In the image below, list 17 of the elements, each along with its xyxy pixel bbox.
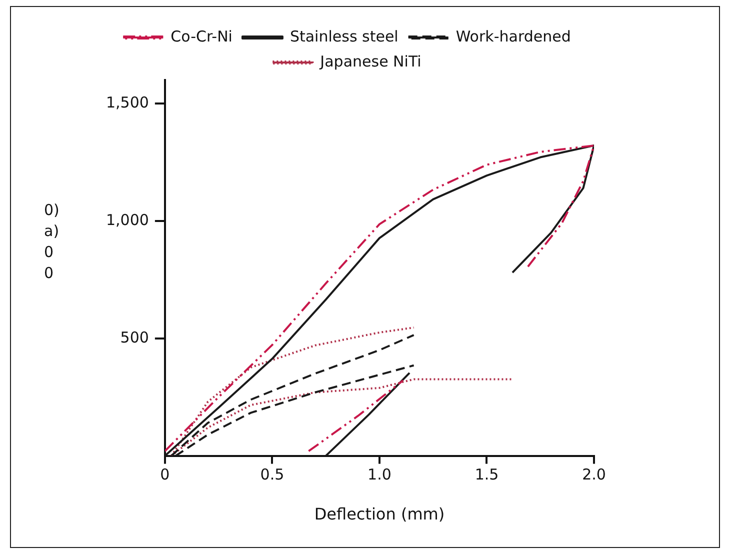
x-axis-title: Deflection (mm) [314,504,445,524]
legend-label: Japanese NiTi [319,52,422,70]
text: 0 [44,263,55,284]
legend-label: Work-hardened [456,27,571,46]
y-tick-label: 1,500 [106,93,149,112]
legend-label: Stainless steel [290,27,398,46]
text: 0) [44,200,60,221]
x-tick-label: 1.5 [474,466,499,484]
text: 0 [44,242,55,263]
y-tick-label: 1,000 [106,210,149,229]
x-tick-label: 0.5 [260,466,284,484]
x-tick-label: 2.0 [582,466,606,484]
text: a) [44,221,60,242]
legend-label: Co-Cr-Ni [170,27,232,46]
x-tick-label: 1.0 [368,466,392,484]
x-tick-label: 0 [160,466,170,484]
y-tick-label: 500 [120,328,149,346]
